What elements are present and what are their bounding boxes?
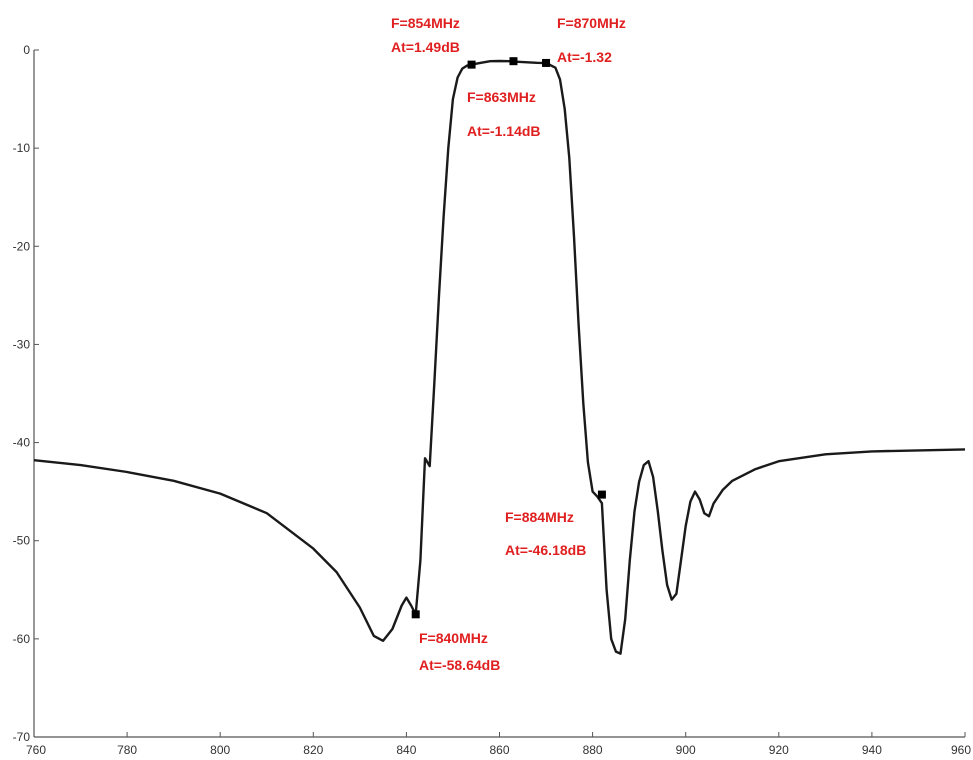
annotation-870-atten: At=-1.32 <box>557 49 612 65</box>
annotation-863-freq: F=863MHz <box>467 89 536 105</box>
annotation-884-atten: At=-46.18dB <box>505 542 586 558</box>
x-tick-label: 880 <box>583 743 603 757</box>
x-tick-label: 860 <box>489 743 509 757</box>
annotation-870: F=870MHz At=-1.32 <box>557 15 626 65</box>
markers <box>411 57 606 619</box>
annotation-840-atten: At=-58.64dB <box>419 657 500 673</box>
annotation-840-freq: F=840MHz <box>419 630 488 646</box>
data-marker <box>411 610 420 619</box>
axes: 760 780 800 820 840 860 880 900 920 940 960 0 -10 -2… <box>13 43 972 757</box>
annotation-854-atten: At=1.49dB <box>391 39 460 55</box>
y-ticks: 0 -10 -20 -30 -40 -50 -60 -70 <box>13 43 39 744</box>
annotation-863-atten: At=-1.14dB <box>467 123 541 139</box>
x-tick-label: 900 <box>676 743 696 757</box>
y-tick-label: -70 <box>13 730 31 744</box>
x-tick-label: 780 <box>117 743 137 757</box>
x-tick-label: 960 <box>951 743 971 757</box>
data-marker <box>542 58 551 67</box>
x-tick-label: 820 <box>303 743 323 757</box>
annotation-854: F=854MHz At=1.49dB <box>391 15 460 55</box>
y-tick-label: -10 <box>13 141 31 155</box>
annotation-854-freq: F=854MHz <box>391 15 460 31</box>
x-ticks: 760 780 800 820 840 860 880 900 920 940 960 <box>26 732 971 757</box>
data-marker <box>597 490 606 499</box>
y-tick-label: -30 <box>13 337 31 351</box>
y-tick-label: 0 <box>23 43 30 57</box>
x-tick-label: 800 <box>210 743 230 757</box>
annotation-884: F=884MHz At=-46.18dB <box>505 509 586 558</box>
y-tick-label: -40 <box>13 436 31 450</box>
y-tick-label: -20 <box>13 239 31 253</box>
annotation-884-freq: F=884MHz <box>505 509 574 525</box>
series-line <box>33 59 966 655</box>
x-tick-label: 940 <box>862 743 882 757</box>
x-tick-label: 760 <box>26 743 46 757</box>
annotation-870-freq: F=870MHz <box>557 15 626 31</box>
x-tick-label: 920 <box>769 743 789 757</box>
y-tick-label: -60 <box>13 632 31 646</box>
data-marker <box>467 60 476 69</box>
annotation-840: F=840MHz At=-58.64dB <box>419 630 500 673</box>
y-tick-label: -50 <box>13 534 31 548</box>
annotation-863: F=863MHz At=-1.14dB <box>467 89 541 139</box>
x-tick-label: 840 <box>396 743 416 757</box>
data-marker <box>509 57 518 66</box>
